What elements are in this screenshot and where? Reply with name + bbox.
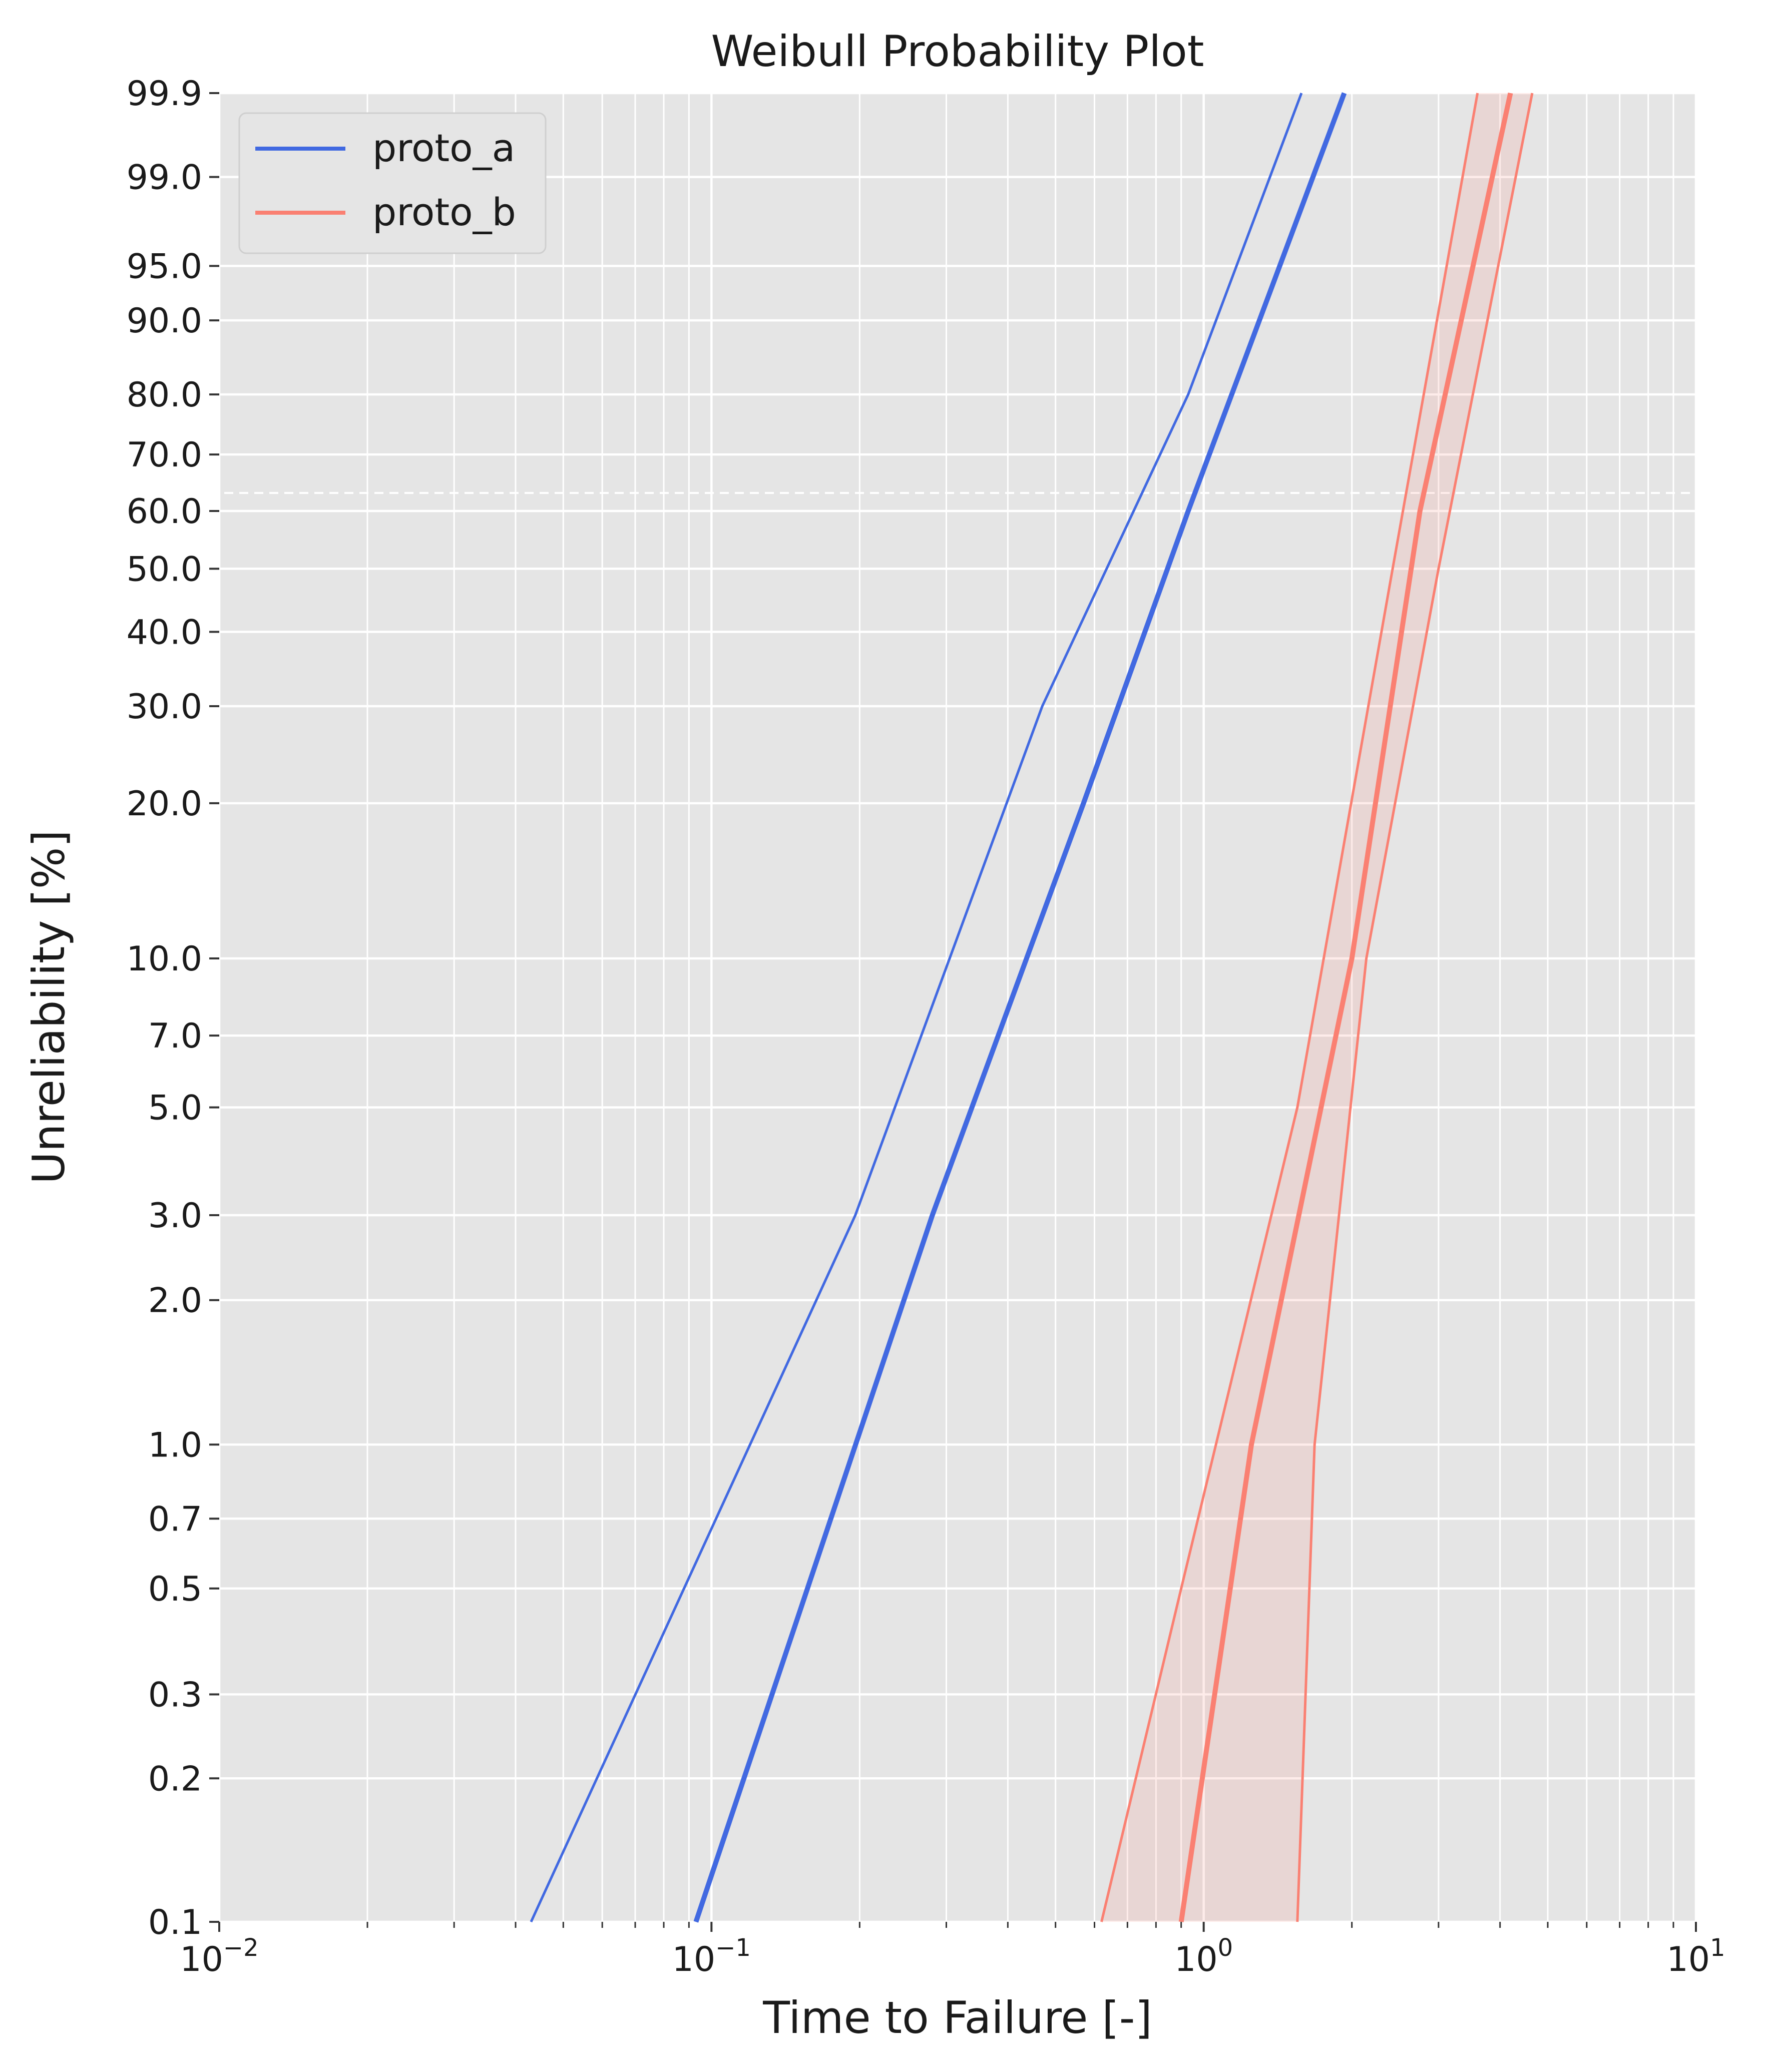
y-tick-label: 1.0: [148, 1425, 202, 1465]
x-tick-label: 101: [1666, 1934, 1725, 1979]
y-tick-labels: 0.1 0.2 0.3 0.5 0.7 1.0 2.0 3.0 5.0 7.0 10.0 20.0 30…: [127, 74, 202, 1942]
y-tick-label: 0.7: [148, 1499, 202, 1539]
y-tick-label: 40.0: [127, 613, 202, 653]
lower-bound-proto-b: [1296, 93, 1534, 1922]
series-proto-b: [1100, 92, 1534, 1922]
y-tick-label: 10.0: [127, 939, 202, 979]
y-tick-label: 0.1: [148, 1903, 202, 1942]
fit-line-proto-b: [1178, 92, 1513, 1922]
y-tick-label: 5.0: [148, 1089, 202, 1128]
y-tick-label: 50.0: [127, 550, 202, 589]
y-tick-label: 70.0: [127, 435, 202, 475]
confidence-bound-proto-a: [530, 93, 1303, 1923]
plot-area: [219, 93, 1696, 1922]
series-group: [530, 92, 1534, 1923]
y-tick-label: 3.0: [148, 1196, 202, 1236]
y-axis-label: Unreliability [%]: [23, 830, 75, 1184]
x-axis-label: Time to Failure [-]: [762, 1992, 1152, 2043]
y-tick-label: 99.9: [127, 74, 202, 114]
y-tick-label: 20.0: [127, 784, 202, 824]
y-tick-label: 30.0: [127, 687, 202, 727]
x-tick-label: 100: [1174, 1934, 1233, 1979]
fit-line-proto-a: [693, 92, 1347, 1923]
x-tick-label: 10−2: [180, 1934, 258, 1979]
y-tick-label: 0.3: [148, 1675, 202, 1715]
confidence-band-proto-b: [1101, 93, 1532, 1922]
y-tick-label: 0.2: [148, 1759, 202, 1799]
y-tick-label: 0.5: [148, 1570, 202, 1609]
legend-label-proto-b: proto_b: [372, 190, 516, 234]
legend-label-proto-a: proto_a: [372, 126, 515, 170]
x-tick-labels: 10−2 10−1 100 101: [180, 1934, 1725, 1979]
upper-bound-proto-b: [1100, 93, 1479, 1922]
x-tick-label: 10−1: [672, 1934, 751, 1979]
y-tick-label: 90.0: [127, 301, 202, 341]
axis-ticks: [209, 92, 1697, 1932]
y-tick-label: 7.0: [148, 1016, 202, 1056]
y-tick-label: 99.0: [127, 158, 202, 198]
y-tick-label: 60.0: [127, 492, 202, 532]
y-tick-label: 95.0: [127, 247, 202, 286]
chart-title: Weibull Probability Plot: [711, 27, 1204, 77]
legend: proto_a proto_b: [238, 112, 547, 254]
y-tick-label: 80.0: [127, 375, 202, 415]
y-tick-label: 2.0: [148, 1281, 202, 1321]
series-proto-a: [530, 92, 1347, 1923]
